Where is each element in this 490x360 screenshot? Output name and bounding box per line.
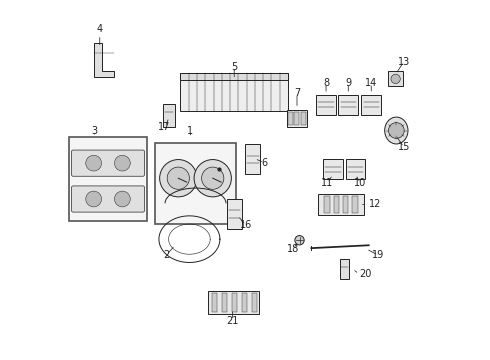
Bar bbox=[301, 112, 306, 125]
Bar bbox=[345, 159, 366, 179]
Text: 21: 21 bbox=[226, 316, 239, 325]
Bar bbox=[287, 110, 307, 127]
Bar bbox=[155, 143, 236, 224]
Bar bbox=[180, 73, 288, 111]
FancyBboxPatch shape bbox=[72, 186, 145, 212]
Text: 9: 9 bbox=[345, 78, 351, 88]
Bar bbox=[323, 159, 343, 179]
Text: 15: 15 bbox=[398, 142, 410, 152]
Text: 5: 5 bbox=[231, 62, 237, 72]
Circle shape bbox=[86, 155, 101, 171]
Text: 16: 16 bbox=[240, 220, 252, 230]
Bar bbox=[180, 73, 288, 80]
Bar bbox=[352, 196, 358, 213]
Circle shape bbox=[86, 191, 101, 207]
Bar bbox=[208, 291, 259, 314]
Bar bbox=[294, 112, 299, 125]
Bar bbox=[232, 293, 237, 312]
FancyBboxPatch shape bbox=[72, 150, 145, 176]
Circle shape bbox=[115, 155, 130, 171]
Circle shape bbox=[167, 167, 190, 189]
Text: 13: 13 bbox=[398, 57, 410, 67]
Bar bbox=[227, 199, 242, 229]
Bar bbox=[70, 137, 147, 221]
Text: 3: 3 bbox=[91, 126, 98, 135]
Bar bbox=[318, 194, 365, 215]
Text: 10: 10 bbox=[354, 178, 367, 188]
Circle shape bbox=[391, 74, 400, 84]
Bar bbox=[221, 293, 227, 312]
Bar bbox=[343, 196, 348, 213]
Bar bbox=[361, 95, 381, 114]
Bar bbox=[163, 104, 175, 127]
Bar bbox=[252, 293, 257, 312]
Bar bbox=[245, 144, 260, 175]
Text: 12: 12 bbox=[368, 199, 381, 210]
Text: 19: 19 bbox=[372, 250, 385, 260]
Bar bbox=[316, 95, 336, 114]
Bar bbox=[388, 71, 403, 86]
Ellipse shape bbox=[385, 117, 408, 144]
Bar bbox=[212, 293, 217, 312]
Bar bbox=[340, 258, 349, 279]
Text: 20: 20 bbox=[359, 269, 371, 279]
Bar bbox=[242, 293, 247, 312]
Text: 17: 17 bbox=[158, 122, 171, 132]
Polygon shape bbox=[95, 42, 115, 77]
Bar bbox=[324, 196, 330, 213]
Text: 1: 1 bbox=[188, 126, 194, 135]
Circle shape bbox=[160, 159, 197, 197]
Text: 14: 14 bbox=[365, 78, 377, 88]
Circle shape bbox=[201, 167, 224, 189]
Circle shape bbox=[389, 123, 404, 138]
Bar bbox=[339, 95, 358, 114]
Circle shape bbox=[194, 159, 231, 197]
Text: 7: 7 bbox=[294, 88, 300, 98]
Text: 18: 18 bbox=[287, 244, 299, 254]
Text: 4: 4 bbox=[97, 24, 103, 35]
Text: 11: 11 bbox=[321, 178, 334, 188]
Text: 6: 6 bbox=[261, 158, 267, 168]
Circle shape bbox=[295, 235, 304, 245]
Text: 2: 2 bbox=[164, 249, 170, 260]
Text: 8: 8 bbox=[323, 78, 329, 88]
Circle shape bbox=[115, 191, 130, 207]
Bar bbox=[288, 112, 293, 125]
Bar bbox=[334, 196, 339, 213]
